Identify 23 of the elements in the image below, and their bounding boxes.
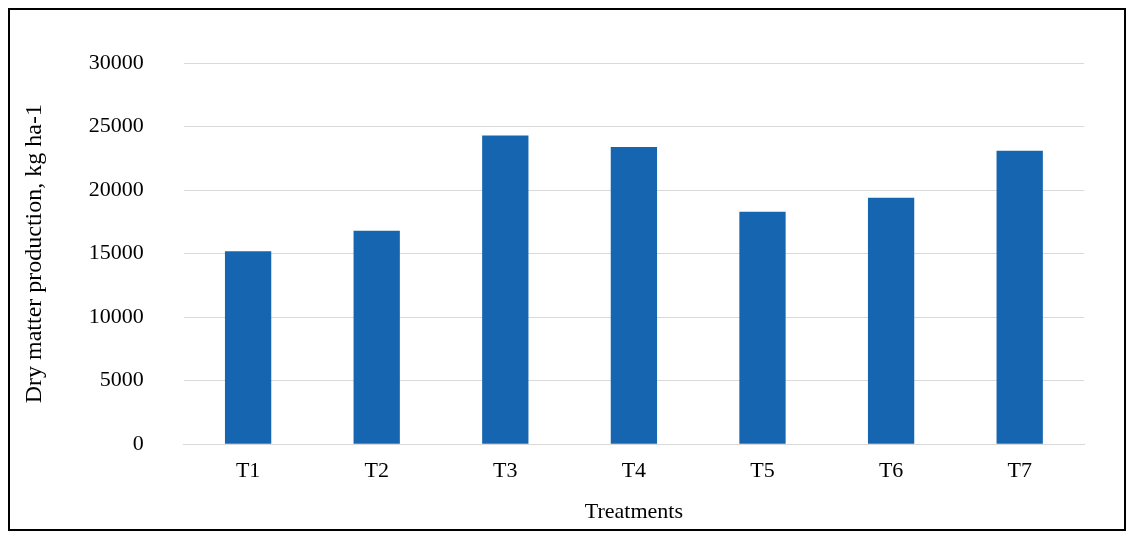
bar [224, 251, 272, 444]
y-axis-title: Dry matter production, kg ha-1 [19, 104, 46, 404]
y-tick-label: 5000 [99, 366, 144, 392]
bar [996, 150, 1043, 444]
x-tick-label: T5 [750, 457, 775, 483]
x-tick-label: T6 [878, 457, 904, 483]
bar [867, 197, 915, 444]
x-tick-label: T7 [1007, 457, 1032, 483]
y-tick-label: 10000 [88, 302, 144, 328]
y-tick-label: 20000 [88, 175, 144, 201]
y-tick-label: 15000 [88, 239, 144, 265]
x-tick-label: T2 [364, 457, 389, 483]
x-tick-label: T4 [621, 457, 647, 483]
bar [482, 135, 529, 444]
bar [610, 147, 658, 444]
y-tick-label: 0 [132, 429, 144, 455]
bar [353, 230, 400, 444]
x-tick-label: T1 [235, 457, 261, 483]
y-tick-label: 25000 [88, 112, 144, 138]
x-tick-label: T3 [493, 457, 518, 483]
x-axis-title: Treatments [584, 497, 683, 523]
bar [739, 211, 786, 444]
y-tick-label: 30000 [88, 48, 144, 74]
